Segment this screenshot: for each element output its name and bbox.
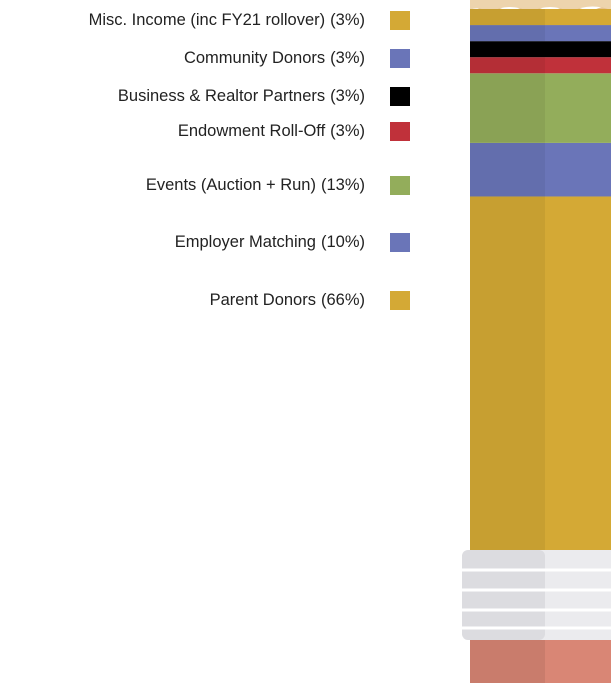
legend-value: (3%) (330, 122, 365, 140)
legend-name: Parent Donors (210, 291, 316, 309)
segment-shade (470, 57, 545, 73)
legend-swatch (390, 87, 410, 106)
legend-swatch (390, 11, 410, 30)
segment-shade (470, 196, 545, 550)
legend-label: Misc. Income (inc FY21 rollover)(3%) (89, 10, 365, 30)
legend-swatch (390, 122, 410, 141)
legend-label: Community Donors (3%) (184, 48, 365, 68)
eraser-shade (470, 640, 545, 683)
legend-swatch (390, 291, 410, 310)
legend-name: Community Donors (184, 49, 325, 67)
legend-swatch (390, 176, 410, 195)
pencil-ferrule (462, 550, 611, 683)
legend-value: (3%) (330, 49, 365, 67)
legend-value: (3%) (330, 87, 365, 105)
legend-value: (66%) (321, 291, 365, 309)
page: Misc. Income (inc FY21 rollover)(3%)Comm… (0, 0, 611, 683)
legend-value: (3%) (330, 11, 365, 29)
legend-swatch (390, 49, 410, 68)
segment-shade (470, 25, 545, 41)
segment-shade (470, 143, 545, 197)
legend-swatch (390, 233, 410, 252)
segment-shade (470, 9, 545, 25)
legend-label: Business & Realtor Partners (3%) (118, 86, 365, 106)
legend-name: Business & Realtor Partners (118, 87, 325, 105)
legend-name: Misc. Income (inc FY21 rollover) (89, 11, 326, 29)
legend-value: (13%) (321, 176, 365, 194)
legend-label: Endowment Roll-Off (3%) (178, 121, 365, 141)
legend-name: Employer Matching (175, 233, 316, 251)
legend-label: Employer Matching (10%) (175, 232, 365, 252)
legend-name: Events (Auction + Run) (146, 176, 316, 194)
legend-value: (10%) (321, 233, 365, 251)
legend-label: Parent Donors (66%) (210, 290, 365, 310)
segment-shade (470, 73, 545, 143)
legend-name: Endowment Roll-Off (178, 122, 325, 140)
legend-label: Events (Auction + Run) (13%) (146, 175, 365, 195)
